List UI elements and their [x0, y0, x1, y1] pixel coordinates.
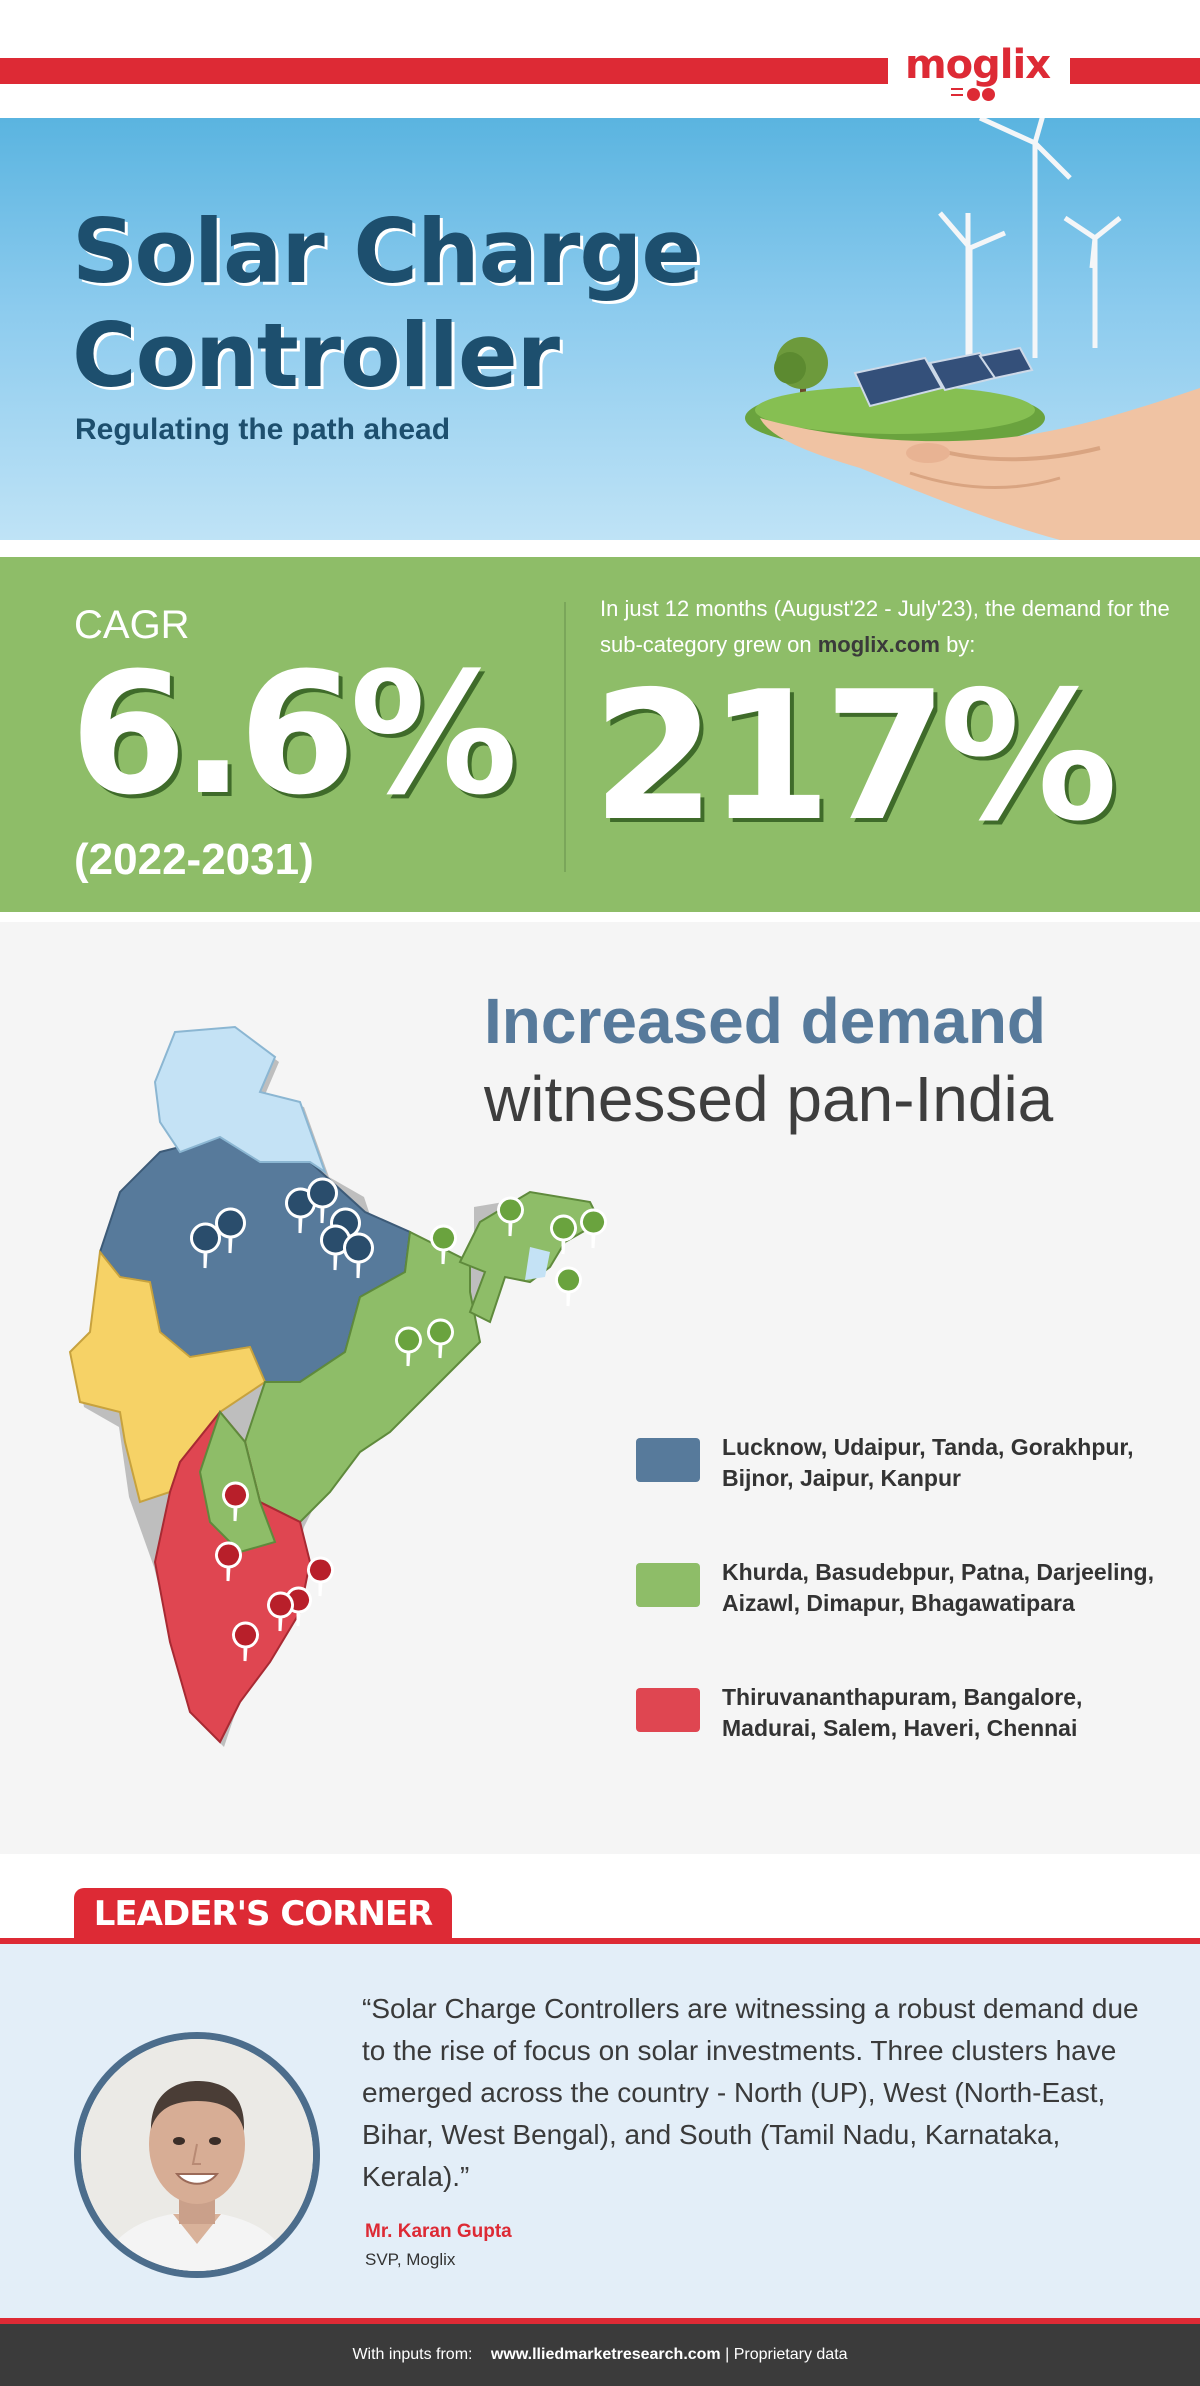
tree-icon — [774, 337, 828, 398]
legend-item-east: Khurda, Basudebpur, Patna, Darjeeling, A… — [636, 1557, 1176, 1682]
growth-text-site: moglix.com — [817, 632, 940, 657]
growth-text-post: by: — [946, 632, 976, 657]
legend-swatch-south — [636, 1688, 700, 1732]
map-pin-icon — [395, 1326, 422, 1367]
map-pin-icon — [555, 1266, 582, 1307]
map-pin-icon — [497, 1196, 524, 1237]
map-pin-icon — [215, 1207, 246, 1254]
map-pin-icon — [222, 1481, 249, 1522]
map-pin-icon — [320, 1224, 351, 1271]
leaders-corner-header: LEADER'S CORNER — [0, 1854, 1200, 1944]
growth-text-pre: In just 12 months (August'22 - July'23),… — [600, 596, 1170, 657]
legend-item-north: Lucknow, Udaipur, Tanda, Gorakhpur, Bijn… — [636, 1432, 1176, 1557]
map-pin-icon — [285, 1187, 316, 1234]
top-bar: moglix — [0, 0, 1200, 118]
map-pin-icon — [430, 1224, 457, 1265]
legend-text-east: Khurda, Basudebpur, Patna, Darjeeling, A… — [722, 1559, 1154, 1616]
brand-stripe-right — [1070, 58, 1200, 84]
northeast-blue-patch — [525, 1247, 550, 1280]
footer-rule — [0, 2318, 1200, 2324]
map-pin-icon — [267, 1591, 294, 1632]
person-portrait-icon — [81, 2039, 313, 2271]
map-pin-icon — [232, 1621, 259, 1662]
demand-heading-line-1: Increased demand — [484, 985, 1046, 1057]
leaders-corner-rule — [0, 1938, 1200, 1944]
north-location-pins — [190, 1177, 374, 1279]
leader-avatar — [74, 2032, 320, 2278]
map-pin-icon — [550, 1214, 577, 1255]
map-pin-icon — [580, 1208, 607, 1249]
brand-stripe-left — [0, 58, 888, 84]
stats-banner: CAGR 6.6% (2022-2031) In just 12 months … — [0, 557, 1200, 912]
hero-banner: Solar Charge Controller Regulating the p… — [0, 118, 1200, 540]
page-title: Solar Charge Controller — [72, 200, 701, 408]
map-legend: Lucknow, Udaipur, Tanda, Gorakhpur, Bijn… — [636, 1432, 1176, 1807]
legend-text-south: Thiruvananthapuram, Bangalore, Madurai, … — [722, 1684, 1083, 1741]
footer-suffix: | Proprietary data — [725, 2346, 848, 2363]
legend-text-north: Lucknow, Udaipur, Tanda, Gorakhpur, Bijn… — [722, 1434, 1134, 1491]
leaders-corner-tag: LEADER'S CORNER — [74, 1888, 452, 1938]
footer-source-link[interactable]: www.lliedmarketresearch.com — [490, 2346, 721, 2363]
map-pin-icon — [307, 1177, 338, 1224]
cagr-period: (2022-2031) — [74, 835, 314, 884]
map-pin-icon — [343, 1232, 374, 1279]
growth-description: In just 12 months (August'22 - July'23),… — [600, 591, 1170, 663]
growth-value: 217% — [592, 653, 1118, 860]
wind-turbine-icon — [938, 118, 1122, 378]
map-pin-icon — [427, 1318, 454, 1359]
legend-swatch-east — [636, 1563, 700, 1607]
page-title-line-1: Solar Charge — [72, 200, 701, 303]
map-pin-icon — [190, 1222, 221, 1269]
himalayan-region — [153, 1025, 327, 1175]
footer: With inputs from: www.lliedmarketresearc… — [0, 2324, 1200, 2386]
east-location-pins — [395, 1196, 607, 1367]
cagr-value: 6.6% — [70, 636, 518, 832]
page-title-line-2: Controller — [72, 304, 560, 407]
logo-dash-mark — [951, 88, 963, 96]
hand-with-solar-farm-illustration — [745, 118, 1200, 540]
leader-name: Mr. Karan Gupta — [365, 2221, 512, 2242]
legend-swatch-north — [636, 1438, 700, 1482]
map-pin-icon — [215, 1541, 242, 1582]
page-subtitle: Regulating the path ahead — [75, 413, 451, 446]
leaders-corner-title: LEADER'S CORNER — [93, 1894, 433, 1934]
moglix-logo[interactable]: moglix — [905, 42, 1055, 102]
legend-item-south: Thiruvananthapuram, Bangalore, Madurai, … — [636, 1682, 1176, 1807]
logo-dots — [967, 86, 997, 105]
leaders-corner: “Solar Charge Controllers are witnessing… — [0, 1944, 1200, 2318]
footer-prefix: With inputs from: — [352, 2346, 473, 2363]
india-map — [68, 1025, 607, 1747]
south-location-pins — [215, 1481, 334, 1662]
cagr-label: CAGR — [74, 603, 190, 647]
map-pin-icon — [307, 1556, 334, 1597]
hand-icon — [760, 388, 1200, 540]
solar-panel-icon — [853, 346, 1034, 408]
demand-map-section: Increased demand witnessed pan-India — [0, 922, 1200, 1854]
demand-heading-line-2: witnessed pan-India — [484, 1063, 1054, 1135]
leader-quote: “Solar Charge Controllers are witnessing… — [362, 1993, 1139, 2192]
logo-text: moglix — [905, 42, 1051, 88]
leader-role: SVP, Moglix — [365, 2250, 456, 2269]
stats-divider — [564, 602, 566, 872]
